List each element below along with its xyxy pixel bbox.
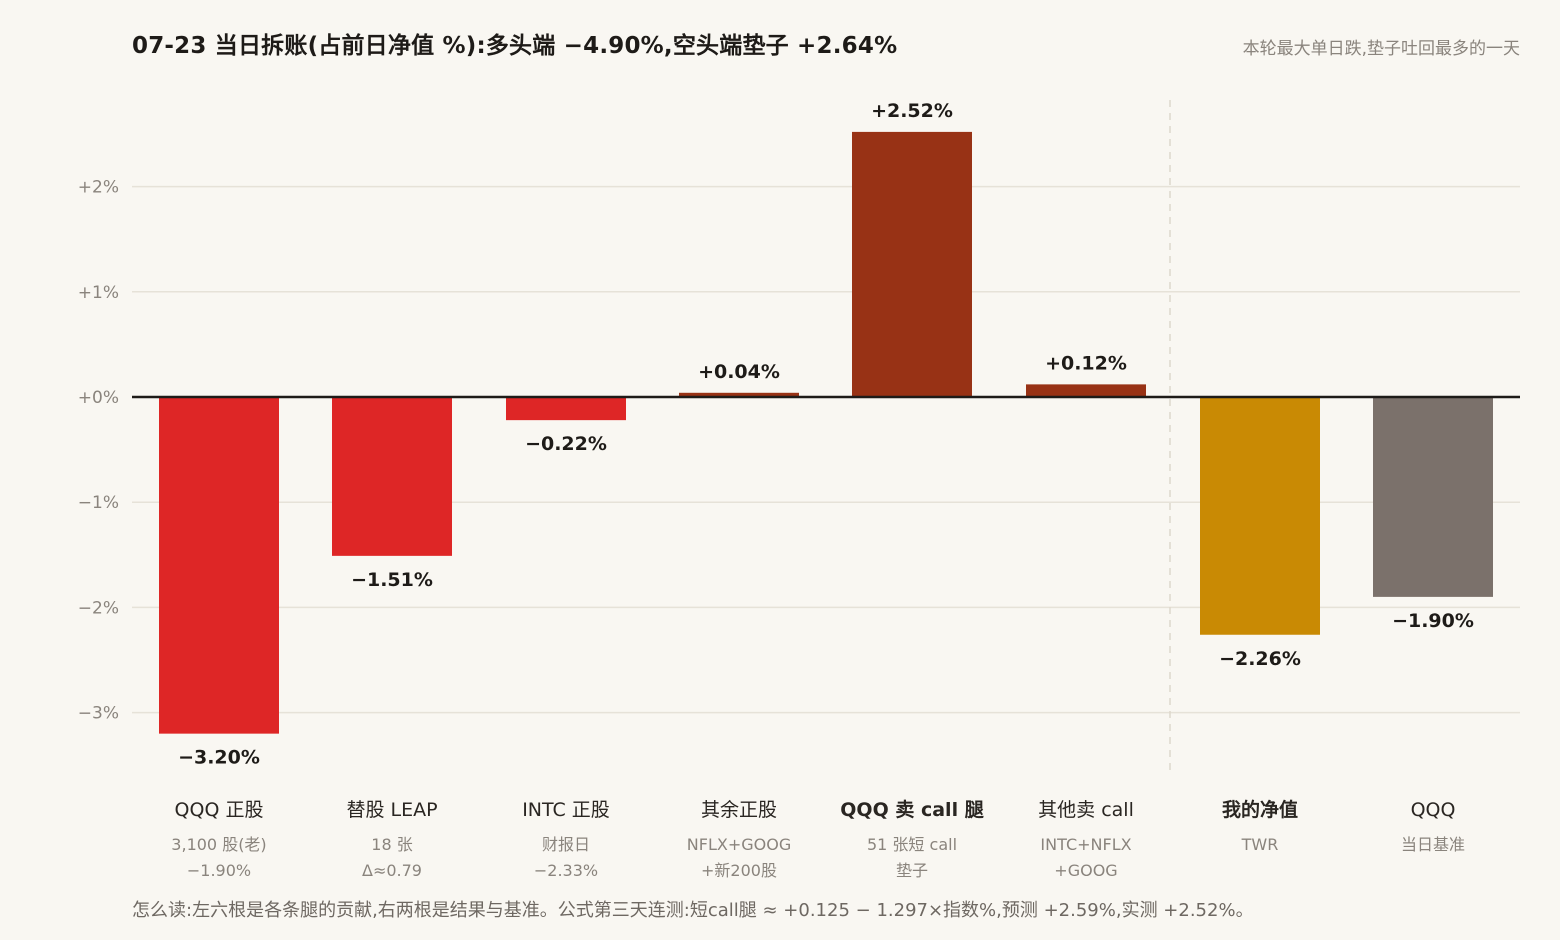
category-sublabel: 51 张短 call: [867, 835, 957, 854]
category-sublabel: +GOOG: [1054, 861, 1117, 880]
category-label: 其余正股: [701, 799, 777, 821]
category-sublabel: −1.90%: [187, 861, 251, 880]
bar: [332, 397, 452, 556]
category-sublabel: −2.33%: [534, 861, 598, 880]
bar: [1200, 397, 1320, 635]
category-sublabel: 3,100 股(老): [171, 835, 266, 854]
data-label: −0.22%: [525, 433, 607, 455]
data-label: −3.20%: [178, 747, 260, 769]
bar: [1373, 397, 1493, 597]
bar: [159, 397, 279, 734]
data-label: +0.12%: [1045, 352, 1127, 374]
category-sublabel: 财报日: [542, 835, 590, 854]
y-tick-label: +2%: [78, 178, 119, 198]
category-sublabel: 垫子: [896, 861, 928, 880]
chart-title: 07-23 当日拆账(占前日净值 %):多头端 −4.90%,空头端垫子 +2.…: [132, 33, 898, 59]
category-sublabel: 18 张: [371, 835, 412, 854]
y-tick-label: +1%: [78, 283, 119, 303]
bar: [506, 397, 626, 421]
category-sublabel: INTC+NFLX: [1040, 835, 1131, 854]
category-label: INTC 正股: [522, 799, 610, 821]
category-label: QQQ 卖 call 腿: [840, 799, 983, 821]
footnote: 怎么读:左六根是各条腿的贡献,右两根是结果与基准。公式第三天连测:短call腿 …: [132, 900, 1254, 921]
y-tick-label: −1%: [78, 493, 119, 513]
bar: [1026, 384, 1146, 397]
category-label: 其他卖 call: [1038, 799, 1134, 821]
data-label: −1.51%: [351, 569, 433, 591]
category-label: 替股 LEAP: [346, 799, 437, 821]
category-sublabel: TWR: [1241, 835, 1279, 854]
category-label: 我的净值: [1222, 798, 1298, 821]
category-sublabel: Δ≈0.79: [362, 861, 422, 880]
data-label: −2.26%: [1219, 648, 1301, 670]
bar-chart: +2% +1% +0% −1% −2% −3% −3.20% QQQ 正股 3,100 股(老)…: [78, 100, 1520, 880]
y-tick-label: −3%: [78, 704, 119, 724]
category-label: QQQ 正股: [175, 799, 264, 821]
category-sublabel: NFLX+GOOG: [687, 835, 791, 854]
category-sublabel: +新200股: [701, 861, 777, 880]
category-label: QQQ: [1411, 799, 1456, 821]
y-tick-label: −2%: [78, 598, 119, 618]
data-label: +0.04%: [698, 361, 780, 383]
data-label: +2.52%: [871, 100, 953, 122]
chart-subtitle: 本轮最大单日跌,垫子吐回最多的一天: [1242, 39, 1520, 59]
y-tick-label: +0%: [78, 388, 119, 408]
bar: [679, 392, 799, 397]
data-label: −1.90%: [1392, 610, 1474, 632]
category-sublabel: 当日基准: [1401, 835, 1465, 854]
bar: [852, 131, 972, 397]
